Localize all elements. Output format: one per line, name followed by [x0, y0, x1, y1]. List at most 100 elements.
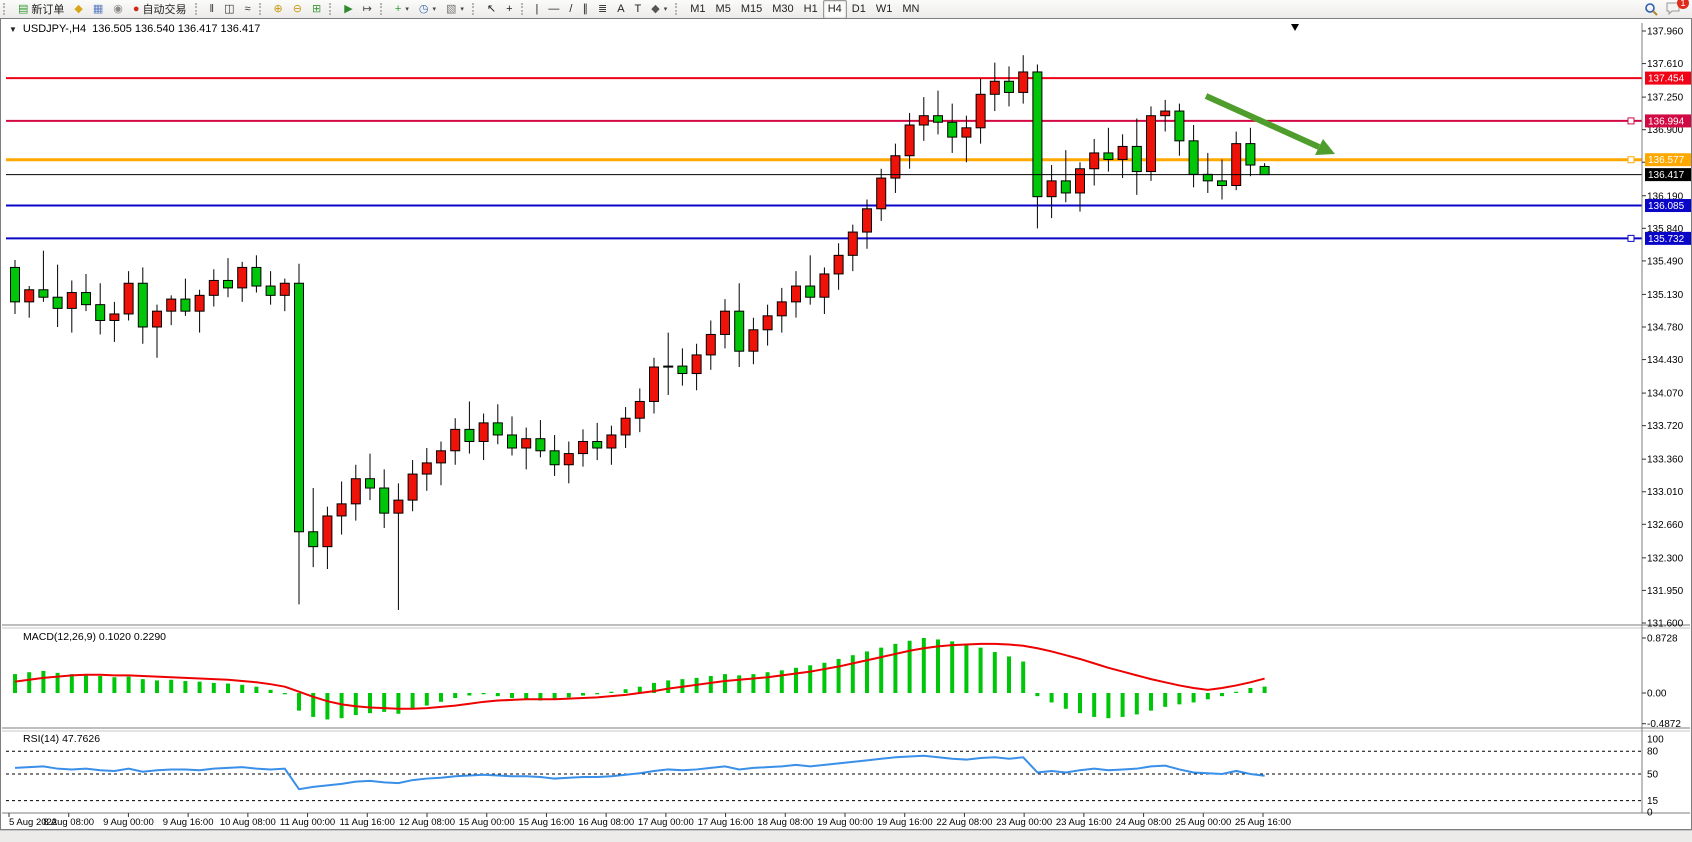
time-axis-label: 16 Aug 08:00 — [578, 817, 634, 828]
tile-windows-button[interactable]: ⊞ — [307, 0, 326, 19]
zoom-in-button[interactable]: ⊕ — [269, 0, 288, 19]
text-label-button[interactable]: T — [630, 0, 647, 19]
candle-body — [123, 282, 134, 315]
chart-symbol-period: USDJPY-,H4 — [22, 23, 87, 35]
candle-body — [265, 285, 276, 296]
price-tick-label: 137.960 — [1647, 27, 1684, 38]
dropdown-caret-icon: ▾ — [432, 6, 436, 13]
trendline-button[interactable]: / — [564, 0, 577, 19]
arrows-button[interactable]: ◆ ▾ — [646, 0, 672, 19]
line-chart-button[interactable]: ≈ — [240, 0, 256, 19]
candle-body — [691, 354, 702, 375]
toolbar-separator — [3, 3, 10, 15]
search-button[interactable] — [1644, 2, 1658, 16]
vertical-line-button[interactable]: | — [531, 0, 544, 19]
timeframe-mn-button[interactable]: MN — [902, 3, 920, 15]
candle-body — [1117, 145, 1128, 160]
chart-window[interactable]: ▼ USDJPY-,H4 136.505 136.540 136.417 136… — [0, 18, 1692, 830]
candle-body — [890, 155, 901, 179]
line-chart-icon: ≈ — [244, 2, 251, 15]
candle-body — [1231, 143, 1242, 187]
candle-body — [1131, 145, 1142, 173]
indicators-button[interactable]: + ▾ — [390, 0, 414, 19]
candle-body — [251, 266, 262, 287]
timeframe-d1-button[interactable]: D1 — [851, 3, 866, 15]
candle-body — [805, 285, 816, 298]
fibonacci-button[interactable]: ≣ — [593, 0, 612, 19]
time-axis-label: 23 Aug 16:00 — [1056, 817, 1112, 828]
timeframe-w1-button[interactable]: W1 — [875, 3, 893, 15]
styler-button[interactable]: ◆ — [69, 0, 87, 19]
signals-button[interactable]: ◉ — [108, 0, 128, 19]
timeframe-m15-button[interactable]: M15 — [740, 3, 763, 15]
trend-arrow-head[interactable] — [1315, 139, 1335, 155]
new-order-button[interactable]: ▤ 新订单 — [13, 0, 69, 19]
timeframe-m30-button[interactable]: M30 — [772, 3, 794, 15]
periods-icon: ◷ — [418, 2, 429, 15]
toolbar-separator — [329, 3, 336, 15]
one-click-collapse-icon[interactable]: ▼ — [9, 24, 17, 34]
zoom-out-button[interactable]: ⊖ — [288, 0, 307, 19]
horizontal-line-button[interactable]: — — [543, 0, 564, 19]
price-tick-label: 137.250 — [1647, 93, 1684, 104]
chart-shift-marker[interactable] — [1291, 24, 1299, 31]
time-axis-label: 23 Aug 00:00 — [996, 817, 1052, 828]
candlestick-chart-button[interactable]: ◫ — [219, 0, 239, 19]
price-tick-label: 137.610 — [1647, 59, 1684, 70]
time-axis-label: 19 Aug 16:00 — [877, 817, 933, 828]
timeframe-h1-button[interactable]: H1 — [803, 3, 818, 15]
hline-handle[interactable] — [1627, 156, 1635, 164]
candle-body — [393, 499, 404, 514]
candle-body — [521, 438, 532, 449]
candle-body — [677, 365, 688, 375]
trend-arrow[interactable] — [1204, 93, 1321, 150]
candle-body — [649, 366, 659, 402]
hline-handle[interactable] — [1627, 234, 1635, 242]
timeframe-m5-button[interactable]: M5 — [715, 3, 731, 15]
bar-chart-icon: ‖ — [209, 2, 215, 15]
notifications-button[interactable]: 1 — [1666, 0, 1689, 16]
chart-shift-icon: ↦ — [362, 2, 372, 15]
text-button[interactable]: A — [612, 0, 629, 19]
autotrading-button[interactable]: ● 自动交易 — [128, 0, 192, 19]
price-tick-label: 133.720 — [1647, 421, 1684, 432]
market-panel-button[interactable]: ▦ — [88, 0, 108, 19]
equidistant-channel-button[interactable]: ∥ — [577, 0, 593, 19]
candle-body — [720, 310, 730, 335]
candle-body — [52, 296, 63, 309]
bar-chart-button[interactable]: ‖ — [205, 0, 220, 19]
price-tag-label: 135.732 — [1648, 234, 1685, 245]
price-tick-label: 133.010 — [1647, 487, 1684, 498]
time-axis-label: 5 Aug 2022 — [9, 817, 57, 828]
templates-button[interactable]: ▧ ▾ — [441, 0, 469, 19]
arrows-icon: ◆ — [651, 2, 660, 15]
price-tag — [1645, 114, 1691, 128]
time-axis-label: 25 Aug 00:00 — [1175, 817, 1231, 828]
rsi-line — [14, 754, 1265, 791]
candle-body — [507, 434, 517, 449]
toolbar-separator — [471, 3, 479, 15]
candle-body — [1060, 180, 1071, 194]
candle-body — [1160, 110, 1171, 117]
candle-body — [152, 310, 162, 328]
periods-button[interactable]: ◷ ▾ — [414, 0, 441, 19]
timeframe-m1-button[interactable]: M1 — [690, 3, 706, 15]
candle-body — [1075, 168, 1085, 194]
hline-handle[interactable] — [1627, 117, 1635, 125]
autotrading-icon: ● — [132, 2, 140, 15]
timeframe-h4-button[interactable]: H4 — [822, 0, 847, 19]
time-axis-label: 24 Aug 08:00 — [1116, 817, 1172, 828]
dropdown-caret-icon: ▾ — [663, 6, 668, 13]
macd-tick-label: 0.00 — [1647, 689, 1667, 700]
new-order-icon: ▤ — [18, 2, 29, 15]
chart-shift-button[interactable]: ↦ — [358, 0, 377, 19]
candle-body — [862, 208, 872, 233]
auto-scroll-button[interactable]: ▶ — [339, 0, 357, 19]
cursor-button[interactable]: ↖ — [482, 0, 501, 19]
chart-canvas[interactable]: 137.960137.610137.250136.900136.550136.1… — [1, 19, 1691, 829]
candle-body — [478, 422, 489, 442]
time-axis-label: 12 Aug 08:00 — [399, 817, 455, 828]
crosshair-button[interactable]: + — [501, 0, 517, 19]
price-tag — [1645, 153, 1691, 167]
